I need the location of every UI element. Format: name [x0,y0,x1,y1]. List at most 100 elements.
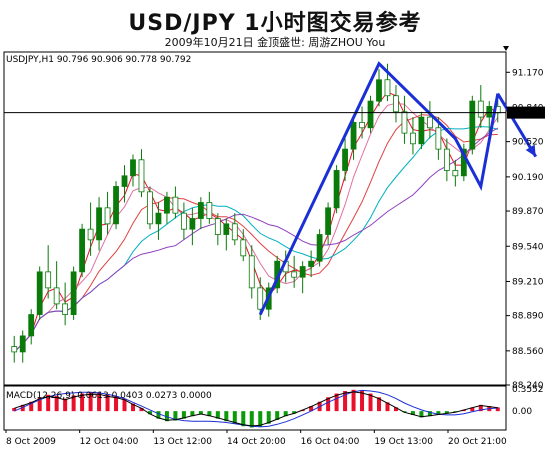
candle [460,143,467,182]
macd-panel-border [3,385,507,431]
macd-histogram-bar [88,392,93,412]
macd-histogram-bar [207,411,212,417]
candle-body [70,271,77,315]
candle [147,186,153,230]
candle [325,202,332,246]
macd-tick-label: 0.3552 [512,385,544,395]
macd-histogram-bar [37,397,42,412]
time-tick-label: 13 Oct 12:00 [153,437,212,447]
candle [308,250,315,278]
candle [138,149,145,198]
price-tick-label: 89.540 [512,242,544,252]
candle-body [113,186,119,225]
macd-histogram-bar [20,404,25,412]
candle-body [477,100,484,118]
candle-body [206,202,213,219]
macd-histogram-bar [495,407,500,412]
candle-body [104,207,111,225]
candle [240,229,247,262]
time-tick-label: 8 Oct 2009 [6,437,56,447]
macd-histogram-bar [444,411,449,414]
candle [28,309,35,345]
candle-body [401,111,408,134]
candle-body [291,271,298,278]
moving-average-lines [13,91,499,353]
macd-histogram-bar [377,397,381,412]
macd-histogram-bar [343,391,348,412]
macd-histogram-bar [283,411,288,417]
candlestick-series [11,63,501,363]
candle [367,95,374,134]
macd-histogram-bar [131,403,135,412]
candle [87,202,94,256]
candle-body [460,148,467,177]
candle-body [410,132,416,145]
candle [104,191,111,235]
candle-body [342,148,348,171]
candle-body [36,271,43,315]
page-subtitle: 2009年10月21日 金顶盛世: 周游ZHOU You [164,36,386,49]
macd-histogram-bar [181,411,186,419]
price-tick-label: 89.870 [512,207,544,217]
candle-body [384,79,391,97]
time-tick-label: 12 Oct 04:00 [80,437,139,447]
candle [206,191,213,224]
candle [189,207,196,246]
price-tick-label: 90.190 [512,173,544,183]
macd-main-line [14,391,498,427]
macd-histogram-bar [147,411,152,415]
price-tick-label: 90.520 [512,138,544,148]
macd-histogram-bar [351,389,356,412]
page-title: USD/JPY 1小时图交易参考 [128,11,422,36]
macd-label: MACD(12,26,9) 0.0613 0.0403 0.0273 0.000… [6,391,212,401]
candle [435,117,442,160]
macd-signal-line [14,389,498,428]
candle [45,245,52,299]
candle [70,266,77,320]
candle-body [367,100,374,129]
price-axis: 91.17090.84090.52090.19089.87089.54089.2… [4,46,545,391]
macd-histogram-bar [173,411,178,421]
price-tick-label: 88.560 [512,347,544,357]
ma-line-long [13,127,499,353]
candle-body [308,260,315,267]
candle [359,106,365,139]
macd-histogram-bar [54,396,59,412]
candle-body [164,196,170,214]
macd-histogram-bar [258,411,263,427]
candle [197,197,204,230]
candle-body [28,314,35,337]
macd-histogram-bar [461,409,466,412]
candle-body [299,266,306,278]
candle [180,202,187,240]
shift-marker [503,46,509,51]
trend-arrowhead [525,144,536,157]
ma-line-fast [13,91,499,353]
macd-tick-label: 0.00 [512,407,532,417]
candle-body [19,335,26,353]
candle [418,111,425,150]
candle-body [418,116,425,145]
candle-body [316,234,323,262]
candle [486,101,493,134]
candle [333,165,340,214]
candle-body [87,228,94,241]
candle-body [180,212,187,230]
candle [172,186,179,219]
macd-histogram-bar [105,394,110,412]
candle-body [138,159,145,193]
candle [130,154,136,187]
candle-body [486,106,493,118]
macd-histogram-bar [122,398,127,412]
macd-histogram-bar [80,393,85,412]
candle-body [96,207,102,241]
macd-histogram-bar [215,411,220,419]
macd-histogram-bar [224,411,229,422]
time-tick-label: 14 Oct 20:00 [227,437,286,447]
candle [248,245,255,299]
macd-histogram-bar [97,392,102,412]
candle [393,85,399,123]
candle-body [130,159,136,177]
candle [164,191,170,224]
